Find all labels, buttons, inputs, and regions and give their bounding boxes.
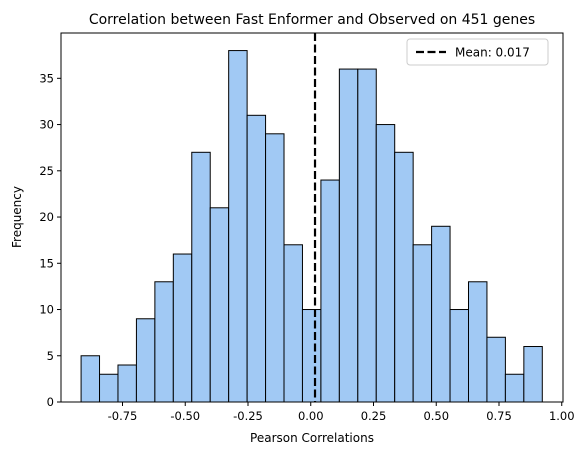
x-tick-label: 0.25: [361, 409, 387, 423]
histogram-bar: [504, 373, 525, 403]
histogram-bar: [375, 124, 396, 403]
histogram-bar: [265, 133, 285, 403]
histogram-bar: [449, 309, 469, 403]
legend-mean-label: Mean: 0.017: [455, 46, 530, 60]
histogram-bar: [394, 151, 414, 403]
y-tick-label: 25: [39, 164, 54, 178]
x-ticks: -0.75 -0.50 -0.25 0.00 0.25 0.50 0.75 1.00: [108, 402, 575, 423]
histogram-bar: [80, 355, 101, 403]
histogram-bar: [431, 225, 451, 403]
y-tick-label: 0: [47, 395, 54, 409]
y-tick-label: 35: [39, 71, 54, 85]
histogram-bar: [135, 318, 156, 403]
plot-frame: [60, 32, 564, 403]
x-tick-label: 0.50: [423, 409, 449, 423]
chart-title: Correlation between Fast Enformer and Ob…: [89, 12, 535, 28]
histogram-bar: [301, 309, 322, 403]
histogram-bar: [154, 281, 174, 403]
histogram-bar: [246, 114, 267, 403]
x-axis-label: Pearson Correlations: [250, 431, 374, 445]
x-tick-label: 0.00: [298, 409, 324, 423]
histogram-bar: [172, 253, 193, 403]
histogram-bar: [209, 207, 230, 403]
histogram-bar: [228, 50, 248, 403]
y-tick-label: 10: [39, 303, 54, 317]
x-tick-label: -0.25: [233, 409, 263, 423]
histogram-bar: [467, 281, 488, 403]
histogram-bar: [283, 244, 303, 403]
histogram-bar: [486, 336, 506, 403]
histogram-bar: [523, 346, 543, 403]
histogram-bar: [320, 179, 340, 403]
y-ticks: 0 5 10 15 20 25 30 35: [39, 71, 61, 409]
y-tick-label: 5: [47, 349, 54, 363]
histogram-bar: [357, 68, 377, 403]
legend-box: [406, 38, 549, 66]
y-axis-label: Frequency: [10, 186, 24, 248]
x-tick-label: -0.50: [170, 409, 200, 423]
y-tick-label: 20: [39, 210, 54, 224]
bars-group: [80, 50, 543, 403]
y-tick-label: 30: [39, 118, 54, 132]
y-tick-label: 15: [39, 256, 54, 270]
x-tick-label: 0.75: [486, 409, 512, 423]
histogram-bar: [412, 244, 433, 403]
x-tick-label: 1.00: [549, 409, 575, 423]
x-tick-label: -0.75: [108, 409, 138, 423]
histogram-bar: [117, 364, 137, 403]
histogram-bar: [191, 151, 211, 403]
histogram-bar: [99, 373, 119, 403]
histogram-bar: [338, 68, 359, 403]
legend: Mean: 0.017: [406, 38, 549, 66]
